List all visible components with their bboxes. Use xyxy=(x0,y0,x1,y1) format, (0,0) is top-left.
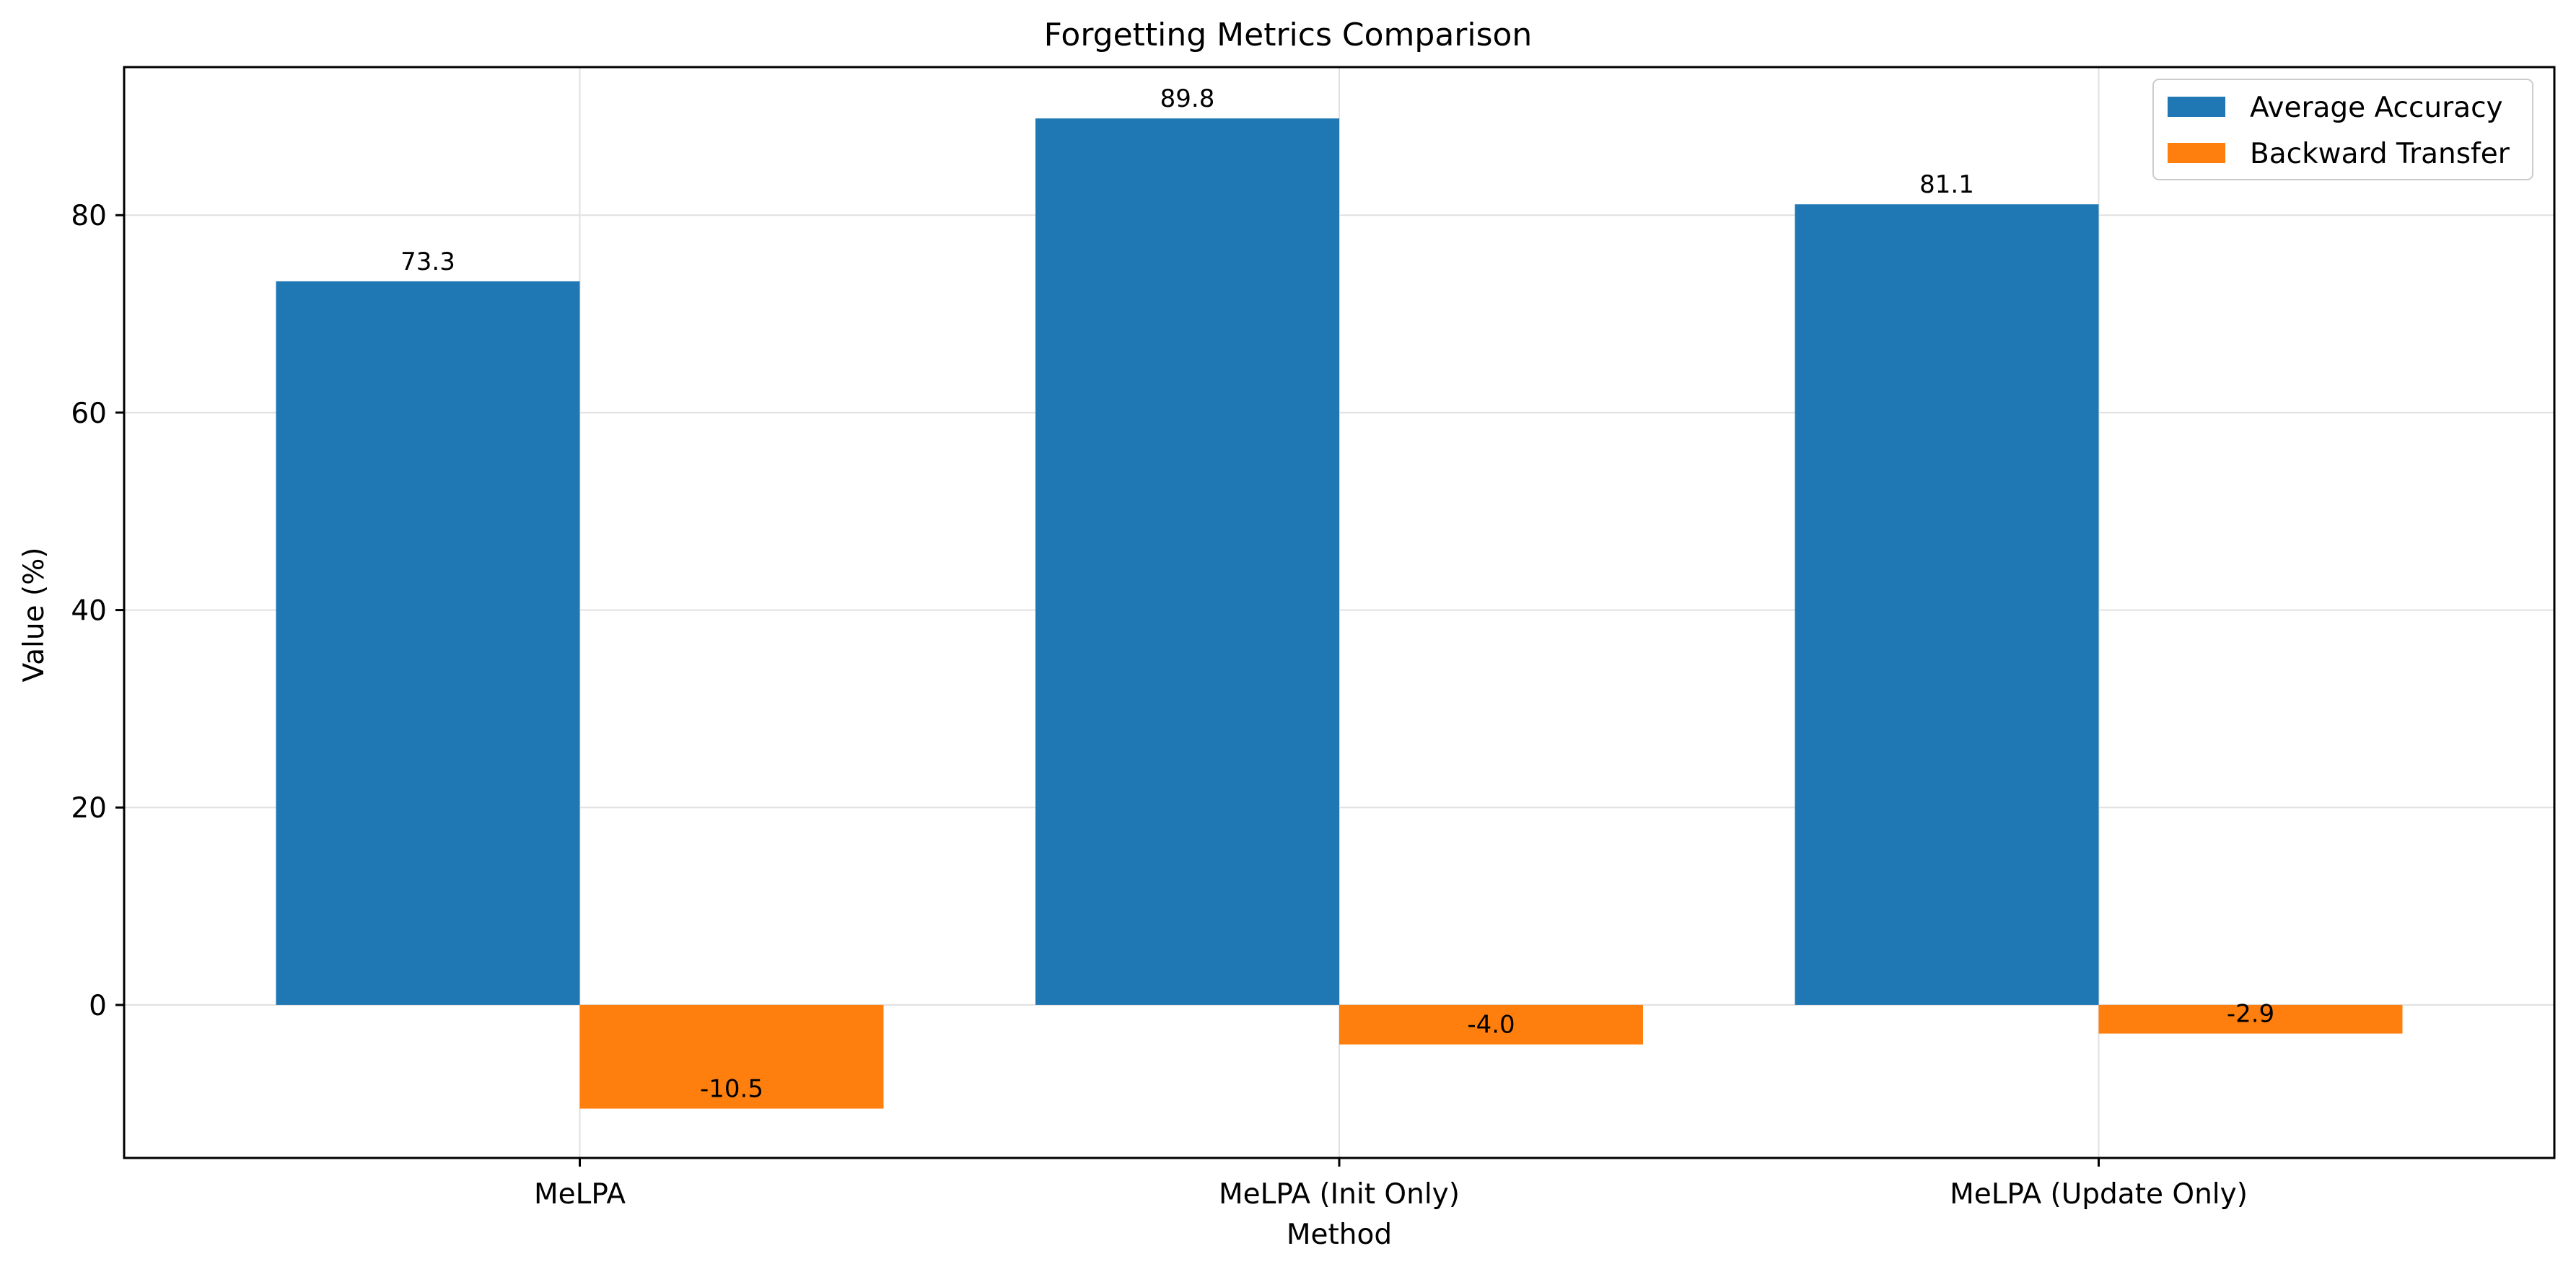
data-labels: 73.3 89.8 81.1 -10.5 -4.0 -2.9 xyxy=(400,84,2274,1103)
bar-backward-transfer xyxy=(1339,1004,1643,1045)
bar-average-accuracy xyxy=(1795,204,2099,1005)
data-label: -4.0 xyxy=(1467,1011,1515,1040)
data-label: 73.3 xyxy=(400,247,455,276)
y-tick-label: 40 xyxy=(71,595,107,628)
bar-backward-transfer xyxy=(579,1004,884,1109)
legend-label: Backward Transfer xyxy=(2250,138,2510,170)
bar-average-accuracy xyxy=(276,281,580,1005)
x-axis-label: Method xyxy=(1287,1219,1392,1251)
y-tick-label: 0 xyxy=(89,990,107,1022)
legend: Average Accuracy Backward Transfer xyxy=(2152,79,2533,180)
data-label: 89.8 xyxy=(1160,84,1215,113)
y-tick-label: 60 xyxy=(71,398,107,430)
bar-average-accuracy xyxy=(1035,118,1339,1005)
x-tick-label: MeLPA xyxy=(534,1178,626,1211)
bars xyxy=(276,118,2403,1109)
data-label: -2.9 xyxy=(2227,1000,2274,1029)
data-label: -10.5 xyxy=(700,1075,763,1104)
y-tick-label: 80 xyxy=(71,200,107,232)
data-label: 81.1 xyxy=(1919,170,1974,199)
legend-box xyxy=(2152,79,2533,180)
axes: 0 20 40 60 80 MeLPA MeLPA (Init Only) MeLPA (Up… xyxy=(71,66,2556,1211)
legend-swatch xyxy=(2168,143,2225,163)
x-tick-label: MeLPA (Init Only) xyxy=(1219,1178,1460,1211)
bar-backward-transfer xyxy=(2098,1004,2403,1034)
legend-label: Average Accuracy xyxy=(2250,92,2503,124)
y-axis-label: Value (%) xyxy=(18,548,51,683)
y-tick-label: 20 xyxy=(71,792,107,825)
legend-swatch xyxy=(2168,97,2225,117)
chart-title: Forgetting Metrics Comparison xyxy=(1044,17,1533,53)
x-tick-label: MeLPA (Update Only) xyxy=(1950,1178,2248,1211)
